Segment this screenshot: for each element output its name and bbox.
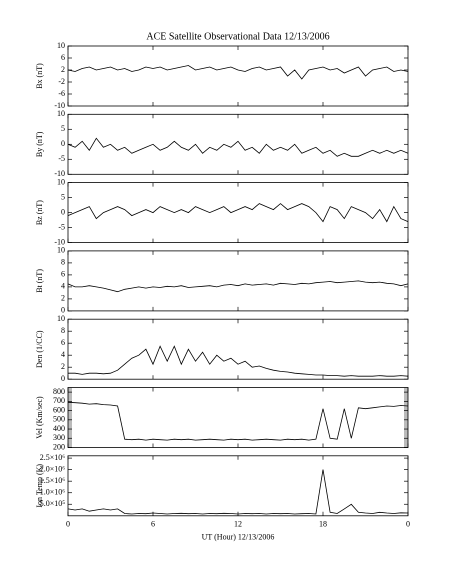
y-tick-label: -10 (54, 169, 65, 178)
y-tick-label: 5 (61, 192, 65, 201)
y-tick-label: 8 (61, 258, 65, 267)
y-tick-label: 6 (61, 53, 65, 62)
y-tick-label: 0 (61, 306, 65, 315)
y-tick-label: 800 (53, 387, 65, 396)
y-axis-label: Ion Temp (K) (35, 464, 44, 508)
y-tick-label: 5 (61, 124, 65, 133)
y-tick-label: -10 (54, 237, 65, 246)
y-tick-label: 200 (53, 442, 65, 451)
y-tick-label: 4 (61, 282, 65, 291)
panel-frame (67, 455, 409, 517)
y-tick-label: 2.0×10⁶ (40, 464, 66, 473)
y-tick-label: 6 (61, 338, 65, 347)
y-tick-label: 600 (53, 405, 65, 414)
y-tick-label: 8 (61, 326, 65, 335)
y-tick-label: 10 (57, 41, 65, 50)
y-tick-label: 0 (61, 139, 65, 148)
panel-frame (67, 182, 409, 244)
y-tick-label: 0 (61, 374, 65, 383)
panel-frame (67, 387, 409, 448)
y-tick-label: 300 (53, 433, 65, 442)
shade (68, 387, 72, 448)
panel-frame (67, 45, 409, 107)
data-line (67, 401, 409, 441)
y-axis-label: Vel (Km/sec) (35, 396, 44, 439)
y-tick-label: -10 (54, 101, 65, 110)
data-line (67, 280, 409, 293)
y-tick-label: 2 (61, 362, 65, 371)
y-axis-label: Bz (nT) (35, 200, 44, 225)
data-line (67, 137, 409, 157)
y-tick-label: 2 (61, 294, 65, 303)
data-line (67, 469, 409, 515)
y-tick-label: 700 (53, 396, 65, 405)
data-line (67, 65, 409, 80)
y-tick-label: 1.5×10⁶ (40, 476, 66, 485)
x-tick-label: 0 (406, 520, 410, 529)
y-axis-label: Bx (nT) (35, 63, 44, 89)
y-tick-label: 1.0×10⁶ (40, 488, 66, 497)
x-tick-label: 18 (319, 520, 327, 529)
chart-title: ACE Satellite Observational Data 12/13/2… (146, 31, 329, 42)
y-tick-label: 10 (57, 177, 65, 186)
y-axis-label: Bt (nT) (35, 269, 44, 293)
y-tick-label: 400 (53, 424, 65, 433)
y-axis-label: By (nT) (35, 131, 44, 157)
y-tick-label: 10 (57, 246, 65, 255)
y-tick-label: 10 (57, 314, 65, 323)
panel-frame (67, 318, 409, 380)
y-tick-label: 4 (61, 350, 65, 359)
data-line (67, 203, 409, 223)
x-tick-label: 12 (234, 520, 242, 529)
y-tick-label: -5 (58, 154, 65, 163)
data-line (68, 345, 409, 377)
y-tick-label: 2.5×10⁶ (40, 453, 66, 462)
y-tick-label: -2 (58, 77, 65, 86)
x-tick-label: 0 (66, 520, 70, 529)
x-axis-label: UT (Hour) 12/13/2006 (202, 533, 275, 542)
shade (404, 387, 408, 448)
y-axis-label: Den (1/CC) (35, 330, 44, 368)
y-tick-label: -5 (58, 222, 65, 231)
y-tick-label: 500 (53, 415, 65, 424)
y-tick-label: 5.0×10⁵ (40, 499, 66, 508)
y-tick-label: 10 (57, 109, 65, 118)
x-tick-label: 6 (151, 520, 155, 529)
y-tick-label: 0 (61, 207, 65, 216)
y-tick-label: 6 (61, 270, 65, 279)
panel-frame (67, 113, 409, 175)
y-tick-label: 2 (61, 65, 65, 74)
y-tick-label: -6 (58, 89, 65, 98)
